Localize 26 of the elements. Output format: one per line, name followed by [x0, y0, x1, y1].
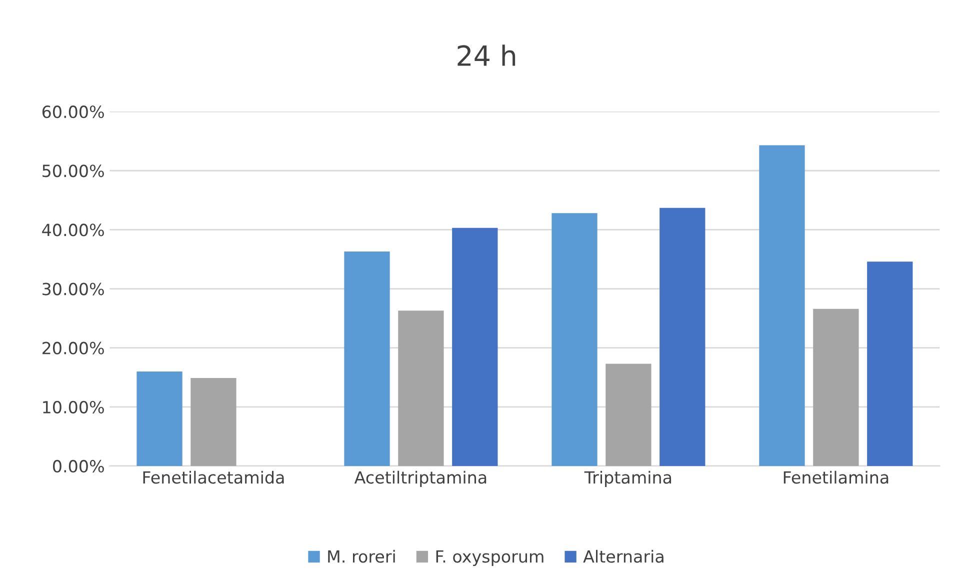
y-tick-label: 0.00%	[53, 460, 104, 473]
bar	[552, 213, 598, 466]
legend-label: M. roreri	[328, 550, 395, 563]
x-tick-label: Fenetilacetamida	[143, 470, 284, 484]
bar	[398, 310, 444, 466]
x-tick-label: Triptamina	[584, 470, 672, 487]
legend-label: Alternaria	[583, 550, 664, 563]
y-tick-label: 10.00%	[43, 400, 104, 414]
bar	[136, 371, 182, 466]
y-tick-label: 60.00%	[42, 106, 104, 118]
bar	[660, 208, 706, 466]
y-tick-label: 40.00%	[42, 224, 104, 236]
y-tick-label: 20.00%	[42, 342, 104, 354]
chart-title: 24 h	[458, 44, 516, 66]
x-tick-label: Acetiltriptamina	[354, 470, 486, 487]
bar	[190, 378, 236, 466]
bar	[867, 262, 913, 466]
y-tick-label: 50.00%	[42, 164, 104, 178]
bar	[813, 308, 859, 466]
y-tick-label: 30.00%	[42, 282, 104, 296]
legend-label: F. oxysporum	[436, 550, 544, 566]
x-tick-label: Fenetilamina	[784, 470, 888, 484]
bar	[606, 364, 652, 466]
bar	[452, 228, 498, 466]
bar	[344, 252, 390, 466]
bar	[759, 145, 805, 466]
